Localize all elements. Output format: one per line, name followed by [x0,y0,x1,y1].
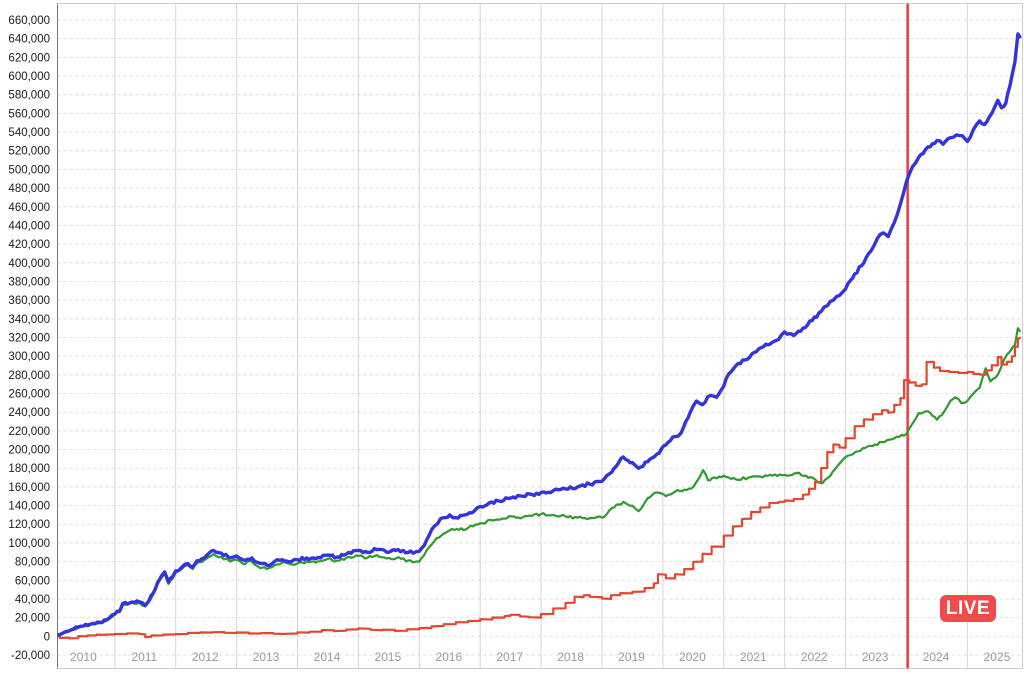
x-axis-labels: 2010 2011 2012 2013 2014 2015 2016 2017 2018 2019… [70,650,1011,664]
svg-text:-20,000: -20,000 [11,650,50,662]
svg-text:320,000: 320,000 [8,332,50,344]
svg-text:280,000: 280,000 [8,370,50,382]
svg-text:380,000: 380,000 [8,276,50,288]
svg-text:300,000: 300,000 [8,351,50,363]
svg-text:500,000: 500,000 [8,164,50,176]
svg-text:120,000: 120,000 [8,519,50,531]
svg-text:340,000: 340,000 [8,314,50,326]
y-axis-labels: 660,000 640,000 620,000 600,000 580,000 560,0… [8,15,50,662]
svg-text:2013: 2013 [253,650,280,664]
svg-text:2023: 2023 [862,650,889,664]
svg-text:400,000: 400,000 [8,258,50,270]
svg-text:440,000: 440,000 [8,220,50,232]
svg-text:2021: 2021 [740,650,767,664]
svg-text:180,000: 180,000 [8,463,50,475]
svg-text:100,000: 100,000 [8,538,50,550]
svg-text:460,000: 460,000 [8,202,50,214]
vertical-gridlines [114,3,968,669]
svg-text:140,000: 140,000 [8,501,50,513]
svg-text:540,000: 540,000 [8,127,50,139]
svg-text:640,000: 640,000 [8,34,50,46]
svg-text:2025: 2025 [984,650,1011,664]
svg-text:660,000: 660,000 [8,15,50,27]
svg-text:2015: 2015 [375,650,402,664]
svg-text:200,000: 200,000 [8,445,50,457]
svg-text:2022: 2022 [801,650,828,664]
svg-text:360,000: 360,000 [8,295,50,307]
svg-text:60,000: 60,000 [15,575,50,587]
svg-text:2014: 2014 [314,650,341,664]
svg-text:220,000: 220,000 [8,426,50,438]
svg-text:260,000: 260,000 [8,389,50,401]
svg-text:2024: 2024 [923,650,950,664]
blue-series-line [57,32,1022,638]
horizontal-gridlines [57,19,1023,656]
svg-text:560,000: 560,000 [8,108,50,120]
svg-text:2017: 2017 [496,650,523,664]
svg-text:2019: 2019 [618,650,645,664]
svg-text:620,000: 620,000 [8,52,50,64]
svg-text:2011: 2011 [131,650,157,664]
svg-text:480,000: 480,000 [8,183,50,195]
svg-text:2018: 2018 [557,650,584,664]
svg-text:2012: 2012 [192,650,219,664]
svg-text:2020: 2020 [679,650,706,664]
green-series-line [57,327,1021,636]
svg-text:40,000: 40,000 [15,594,50,606]
svg-text:160,000: 160,000 [8,482,50,494]
svg-text:80,000: 80,000 [15,557,50,569]
svg-text:2010: 2010 [70,650,97,664]
svg-text:420,000: 420,000 [8,239,50,251]
svg-text:240,000: 240,000 [8,407,50,419]
svg-text:2016: 2016 [435,650,462,664]
svg-text:0: 0 [44,631,50,643]
svg-text:20,000: 20,000 [15,613,50,625]
svg-text:520,000: 520,000 [8,146,50,158]
live-badge: LIVE [940,595,996,622]
svg-text:600,000: 600,000 [8,71,50,83]
red-series-line [57,336,1021,640]
plot-border [57,3,1023,669]
svg-text:580,000: 580,000 [8,90,50,102]
live-badge-label: LIVE [945,597,991,619]
